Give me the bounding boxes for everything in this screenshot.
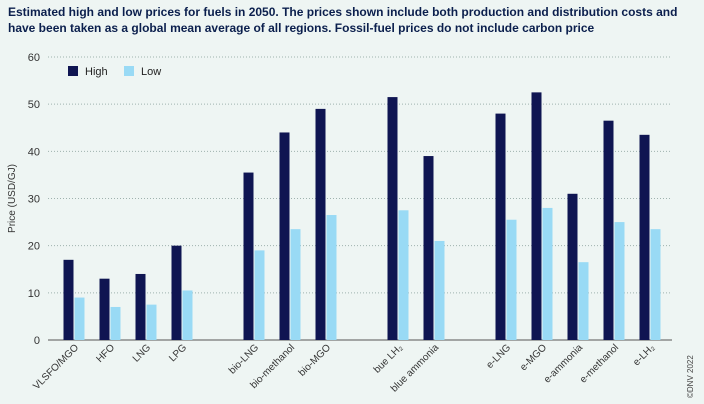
y-tick-label: 40 [28, 146, 40, 158]
legend-swatch-low [124, 66, 134, 76]
bar-low-2 [146, 304, 157, 340]
copyright-text: ©DNV 2022 [686, 355, 695, 398]
y-tick-label: 60 [28, 52, 40, 64]
x-tick-label: VLSFO/MGO [31, 342, 81, 392]
bar-low-13 [650, 229, 661, 340]
y-tick-label: 20 [28, 241, 40, 253]
bar-low-11 [578, 262, 589, 340]
bar-high-13 [639, 134, 650, 340]
legend-swatch-high [68, 66, 78, 76]
bar-low-9 [506, 219, 517, 340]
bar-low-12 [614, 222, 625, 340]
bar-high-12 [603, 120, 614, 340]
bar-low-3 [182, 290, 193, 340]
x-tick-label: HFO [94, 342, 117, 365]
bar-low-8 [434, 240, 445, 340]
bar-high-9 [495, 113, 506, 340]
bar-high-4 [243, 172, 254, 340]
bar-high-0 [63, 259, 74, 340]
bar-high-6 [315, 108, 326, 340]
x-tick-label: e-MGO [518, 342, 549, 373]
y-tick-label: 10 [28, 288, 40, 300]
y-tick-label: 30 [28, 194, 40, 206]
y-axis-label: Price (USD/GJ) [7, 164, 18, 233]
bar-low-10 [542, 207, 553, 340]
bar-high-7 [387, 97, 398, 340]
bar-low-4 [254, 250, 265, 340]
x-tick-label: e-methanol [578, 342, 621, 385]
bar-high-11 [567, 193, 578, 340]
bar-high-1 [99, 278, 110, 340]
x-tick-label: e-LH₂ [631, 342, 657, 368]
bar-low-6 [326, 215, 337, 340]
x-tick-label: bio-LNG [227, 342, 261, 376]
x-tick-label: LNG [131, 342, 153, 364]
bar-low-7 [398, 210, 409, 340]
legend-label-low: Low [141, 66, 161, 78]
legend-label-high: High [85, 66, 108, 78]
bar-low-1 [110, 306, 121, 340]
bar-high-8 [423, 156, 434, 340]
bar-high-2 [135, 273, 146, 340]
x-tick-label: bio-MGO [297, 342, 334, 379]
x-tick-label: bue LH₂ [372, 342, 405, 375]
bar-low-0 [74, 297, 85, 340]
x-tick-label: e-LNG [485, 342, 514, 371]
chart-title: Estimated high and low prices for fuels … [8, 5, 678, 35]
bar-high-5 [279, 132, 290, 340]
x-tick-label: LPG [167, 342, 189, 364]
bar-high-10 [531, 92, 542, 340]
y-tick-label: 0 [34, 335, 40, 347]
y-tick-label: 50 [28, 99, 40, 111]
bar-high-3 [171, 245, 182, 340]
bar-low-5 [290, 229, 301, 340]
